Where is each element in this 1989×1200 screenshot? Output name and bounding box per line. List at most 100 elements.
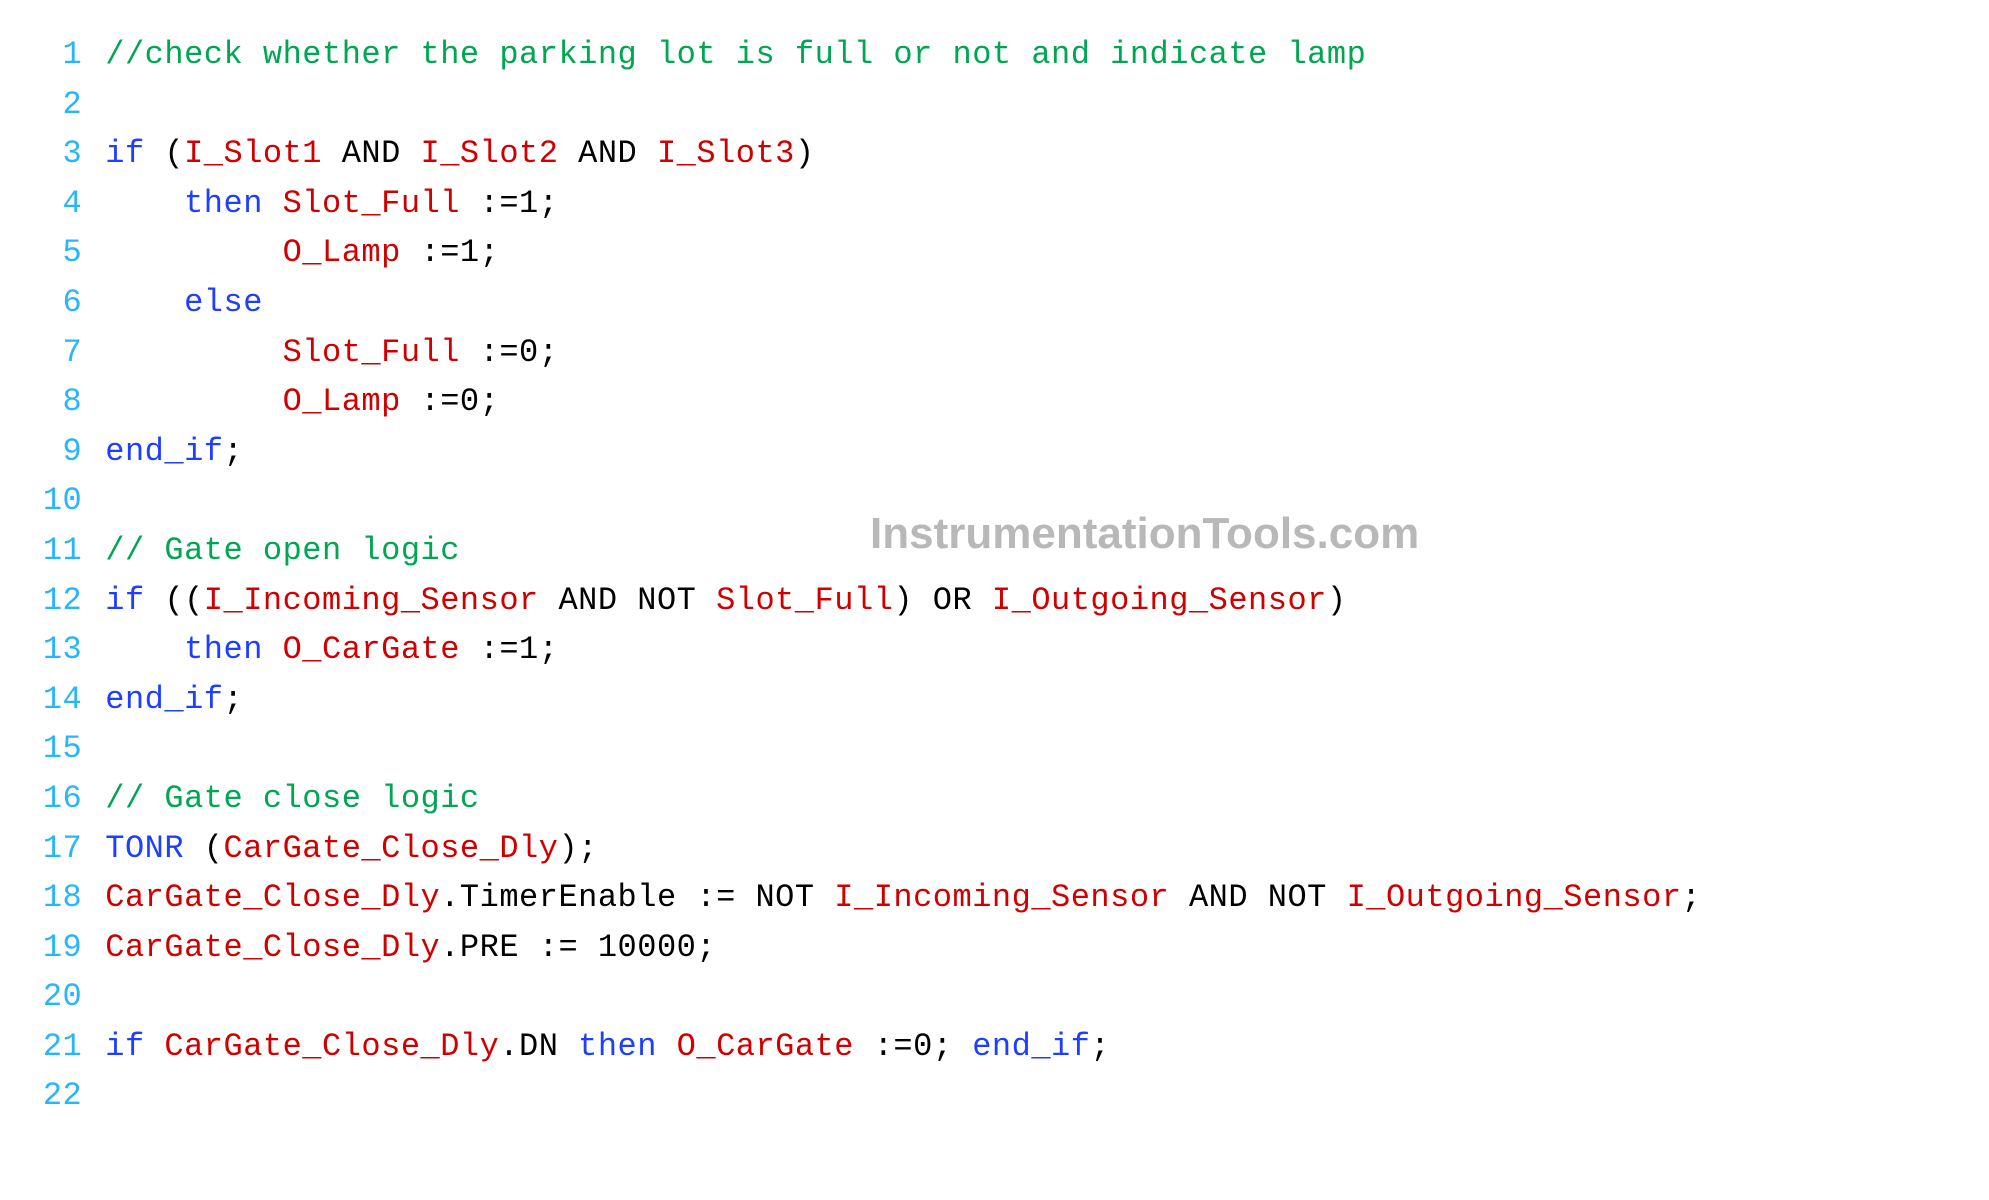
token-default	[263, 631, 283, 668]
token-default: AND NOT	[539, 582, 716, 619]
code-editor: InstrumentationTools.com 1//check whethe…	[0, 0, 1989, 1151]
line-content: // Gate close logic	[105, 774, 479, 824]
token-identifier: CarGate_Close_Dly	[164, 1028, 499, 1065]
token-comment: // Gate open logic	[105, 532, 460, 569]
code-line: 7 Slot_Full :=0;	[40, 328, 1949, 378]
line-content: then Slot_Full :=1;	[105, 179, 558, 229]
code-line: 6 else	[40, 278, 1949, 328]
token-default: );	[558, 830, 597, 867]
code-line: 3 if (I_Slot1 AND I_Slot2 AND I_Slot3)	[40, 129, 1949, 179]
line-number: 21	[40, 1022, 82, 1072]
code-line: 18 CarGate_Close_Dly.TimerEnable := NOT I…	[40, 873, 1949, 923]
token-default	[105, 284, 184, 321]
line-number: 13	[40, 625, 82, 675]
line-content	[105, 972, 125, 1022]
token-default: (	[145, 135, 184, 172]
line-content: else	[105, 278, 263, 328]
code-line: 5 O_Lamp :=1;	[40, 228, 1949, 278]
token-default: .DN	[499, 1028, 578, 1065]
line-number: 8	[40, 377, 82, 427]
token-identifier: O_Lamp	[283, 383, 401, 420]
line-content: CarGate_Close_Dly.PRE := 10000;	[105, 923, 716, 973]
line-content: if (I_Slot1 AND I_Slot2 AND I_Slot3)	[105, 129, 814, 179]
token-default: :=1;	[460, 631, 559, 668]
token-default: :=0;	[854, 1028, 972, 1065]
token-identifier: I_Outgoing_Sensor	[1347, 879, 1682, 916]
token-identifier: O_Lamp	[283, 234, 401, 271]
token-keyword: TONR	[105, 830, 184, 867]
code-line: 12if ((I_Incoming_Sensor AND NOT Slot_Fu…	[40, 576, 1949, 626]
code-line: 1//check whether the parking lot is full…	[40, 30, 1949, 80]
line-content: if ((I_Incoming_Sensor AND NOT Slot_Full…	[105, 576, 1346, 626]
line-content: // Gate open logic	[105, 526, 460, 576]
code-line: 16// Gate close logic	[40, 774, 1949, 824]
token-default	[145, 1028, 165, 1065]
line-content: O_Lamp :=0;	[105, 377, 499, 427]
token-identifier: CarGate_Close_Dly	[105, 929, 440, 966]
line-number: 22	[40, 1071, 82, 1121]
code-line: 15	[40, 724, 1949, 774]
code-line: 14end_if;	[40, 675, 1949, 725]
line-content	[105, 476, 125, 526]
line-number: 4	[40, 179, 82, 229]
token-keyword: if	[105, 1028, 144, 1065]
line-number: 19	[40, 923, 82, 973]
code-line: 21 if CarGate_Close_Dly.DN then O_CarGate…	[40, 1022, 1949, 1072]
token-identifier: Slot_Full	[716, 582, 893, 619]
token-identifier: I_Outgoing_Sensor	[992, 582, 1327, 619]
token-identifier: CarGate_Close_Dly	[105, 879, 440, 916]
token-keyword: end_if	[972, 1028, 1090, 1065]
token-default: :=0;	[401, 383, 500, 420]
line-content	[105, 724, 125, 774]
line-number: 7	[40, 328, 82, 378]
token-default: ;	[223, 433, 243, 470]
line-content: O_Lamp :=1;	[105, 228, 499, 278]
token-comment: // Gate close logic	[105, 780, 479, 817]
token-default	[105, 631, 184, 668]
line-content: end_if;	[105, 675, 243, 725]
token-identifier: I_Slot3	[657, 135, 795, 172]
line-content: if CarGate_Close_Dly.DN then O_CarGate :…	[105, 1022, 1110, 1072]
token-default: :=0;	[460, 334, 559, 371]
token-default: .PRE := 10000;	[440, 929, 716, 966]
line-number: 18	[40, 873, 82, 923]
token-default: :=1;	[460, 185, 559, 222]
token-default: AND	[322, 135, 421, 172]
token-default	[657, 1028, 677, 1065]
token-default	[105, 234, 282, 271]
line-content: then O_CarGate :=1;	[105, 625, 558, 675]
token-keyword: then	[184, 631, 263, 668]
token-default: :=1;	[401, 234, 500, 271]
token-keyword: then	[184, 185, 263, 222]
line-number: 2	[40, 80, 82, 130]
line-content: TONR (CarGate_Close_Dly);	[105, 824, 598, 874]
token-default: ;	[1090, 1028, 1110, 1065]
line-number: 11	[40, 526, 82, 576]
token-default	[105, 185, 184, 222]
line-content: end_if;	[105, 427, 243, 477]
token-identifier: I_Slot1	[184, 135, 322, 172]
code-line: 2	[40, 80, 1949, 130]
line-number: 17	[40, 824, 82, 874]
token-identifier: Slot_Full	[283, 334, 460, 371]
token-default: AND NOT	[1169, 879, 1346, 916]
line-number: 3	[40, 129, 82, 179]
token-keyword: else	[184, 284, 263, 321]
line-number: 9	[40, 427, 82, 477]
token-default: (	[184, 830, 223, 867]
code-line: 11 // Gate open logic	[40, 526, 1949, 576]
token-default: )	[795, 135, 815, 172]
code-line: 22	[40, 1071, 1949, 1121]
token-default: .TimerEnable := NOT	[440, 879, 834, 916]
token-keyword: then	[578, 1028, 657, 1065]
line-number: 6	[40, 278, 82, 328]
token-identifier: I_Incoming_Sensor	[834, 879, 1169, 916]
code-line: 13 then O_CarGate :=1;	[40, 625, 1949, 675]
token-default: ((	[145, 582, 204, 619]
token-default: ;	[1682, 879, 1702, 916]
code-container: 1//check whether the parking lot is full…	[40, 30, 1949, 1121]
code-line: 20	[40, 972, 1949, 1022]
line-number: 5	[40, 228, 82, 278]
token-identifier: Slot_Full	[283, 185, 460, 222]
line-content	[105, 1071, 125, 1121]
